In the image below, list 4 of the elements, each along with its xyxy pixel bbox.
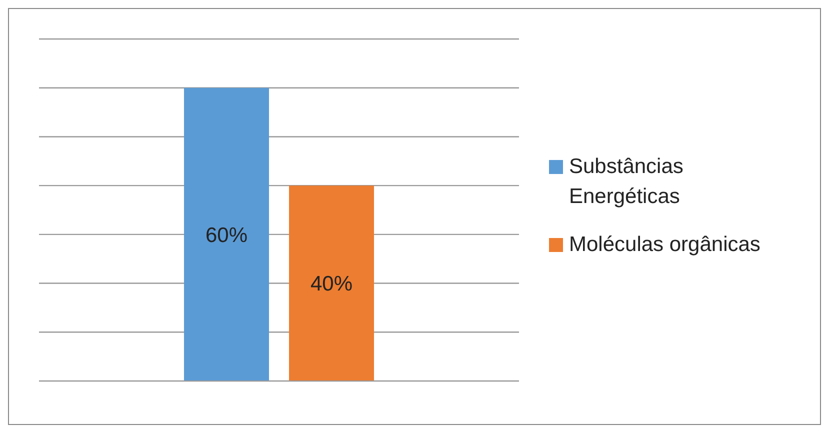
- data-label: 60%: [205, 224, 248, 247]
- legend-label: Moléculas orgânicas: [569, 232, 760, 258]
- legend-label: Substâncias Energéticas: [569, 154, 684, 210]
- data-label: 40%: [310, 272, 353, 296]
